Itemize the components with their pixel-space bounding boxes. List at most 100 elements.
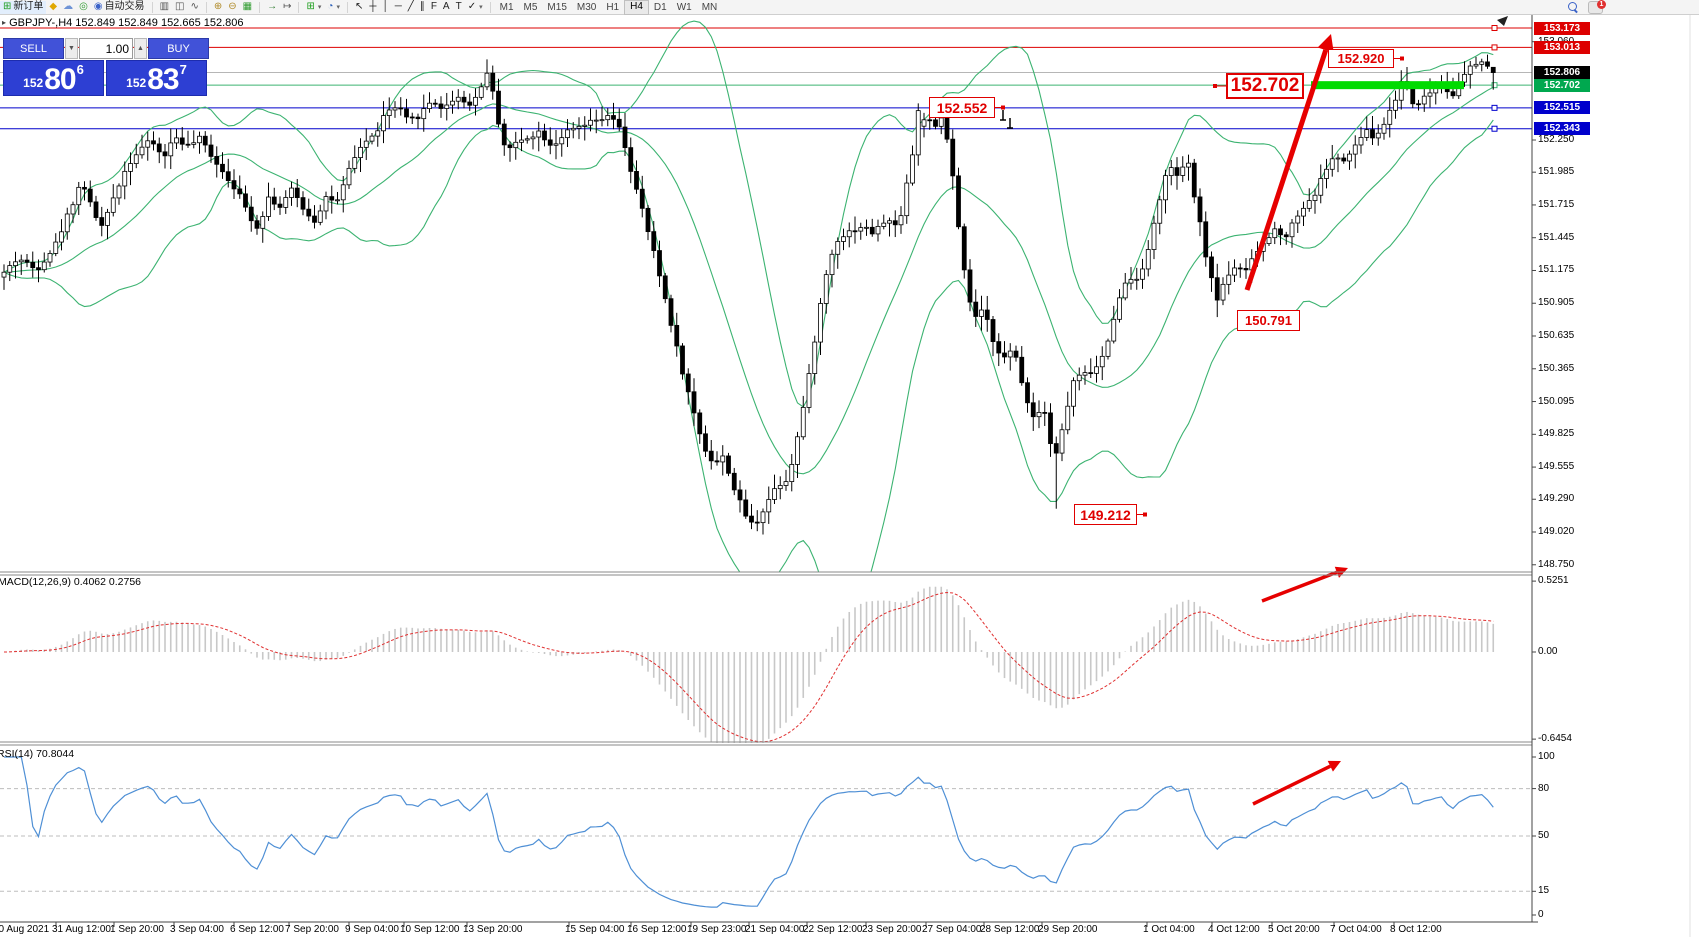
candle-bull: [881, 222, 887, 227]
candle-bull: [593, 119, 599, 122]
candle-bull: [7, 265, 13, 273]
candle-bull: [1059, 429, 1065, 454]
volume-decrease-button[interactable]: ▼: [65, 38, 78, 59]
tab-timeframe-m15[interactable]: M15: [547, 1, 567, 13]
volume-increase-button[interactable]: ▲: [134, 38, 147, 59]
bollinger-lower-line: [3, 119, 1494, 572]
candle-bull: [1301, 207, 1306, 217]
candle-bear: [1048, 412, 1053, 444]
trend-arrow-rsi[interactable]: [1252, 760, 1341, 806]
tab-timeframe-m30[interactable]: M30: [576, 1, 597, 13]
text-button[interactable]: A: [440, 1, 453, 14]
candle-bull: [605, 115, 611, 121]
candle-bear: [156, 143, 162, 153]
candle-bull: [910, 154, 915, 184]
shapes-button[interactable]: ✓ ▾: [465, 1, 486, 14]
arrow-shaft[interactable]: [1261, 570, 1338, 603]
vline-button[interactable]: │: [379, 1, 391, 14]
line-handle[interactable]: [1491, 82, 1498, 89]
line-handle[interactable]: [1491, 104, 1498, 111]
new-order-button[interactable]: ⊞ 新订单: [0, 0, 47, 14]
buy-price-button[interactable]: 152 83 7: [106, 60, 207, 96]
candle-bear: [1341, 157, 1347, 162]
price-annotation[interactable]: 152.702: [1226, 73, 1304, 99]
candle-chart-button[interactable]: ◫: [172, 1, 187, 14]
price-annotation[interactable]: 150.791: [1237, 310, 1300, 331]
cursor-button[interactable]: ↖: [352, 1, 366, 14]
candle-bull: [766, 499, 772, 513]
tab-timeframe-m1[interactable]: M1: [499, 1, 514, 13]
candle-bear: [950, 138, 956, 177]
period-button[interactable]: ◔ ▾: [324, 1, 343, 14]
text-icon: A: [442, 1, 450, 12]
candle-bear: [185, 143, 191, 146]
crosshair-button[interactable]: ┼: [366, 1, 379, 14]
price-annotation[interactable]: 149.212: [1074, 504, 1137, 525]
candle-bear: [622, 126, 628, 149]
price-annotation[interactable]: 152.920: [1328, 49, 1394, 68]
auto-scroll-button[interactable]: →: [264, 1, 280, 14]
trend-arrow-main[interactable]: [1244, 34, 1334, 291]
trendline-button[interactable]: ╱: [405, 1, 417, 14]
candle-bull: [812, 341, 818, 374]
zoom-out-button[interactable]: ⊖: [225, 1, 239, 14]
candle-bull: [421, 108, 427, 120]
indicators-button[interactable]: ⊞ ▾: [303, 1, 324, 14]
candle-bear: [1450, 91, 1456, 97]
candle-bull: [789, 464, 795, 483]
candle-bull: [317, 210, 323, 223]
line-chart-icon: ∿: [190, 1, 199, 12]
macd-signal-line: [3, 591, 1494, 743]
notification-icon[interactable]: 1: [1588, 0, 1606, 14]
candle-bull: [588, 119, 593, 126]
candle-bull: [323, 196, 329, 212]
candle-bull: [70, 204, 76, 215]
candle-bull: [358, 146, 363, 158]
tab-timeframe-h4[interactable]: H4: [624, 0, 649, 15]
tab-timeframe-w1[interactable]: W1: [676, 1, 692, 13]
fibonacci-button[interactable]: F: [428, 1, 440, 14]
arrow-shaft[interactable]: [1244, 49, 1329, 291]
candle-bull: [369, 135, 375, 142]
green-highlight-bar[interactable]: [1311, 81, 1464, 90]
tab-timeframe-h1[interactable]: H1: [606, 1, 620, 13]
channel-button[interactable]: ∥: [417, 1, 428, 14]
candle-bull: [335, 199, 340, 202]
candle-bull: [64, 213, 70, 233]
zoom-in-button[interactable]: ⊕: [211, 1, 225, 14]
price-annotation[interactable]: 152.552: [929, 97, 995, 118]
sell-price-sup: 6: [76, 62, 84, 77]
autotrade-button[interactable]: ◉ 自动交易: [91, 1, 148, 14]
line-handle[interactable]: [1491, 25, 1498, 31]
tab-timeframe-mn[interactable]: MN: [701, 1, 718, 13]
profile-icon[interactable]: ☁: [60, 1, 76, 14]
tab-timeframe-m5[interactable]: M5: [523, 1, 538, 13]
buy-button[interactable]: BUY: [148, 38, 209, 59]
eraser-icon[interactable]: ◆: [46, 1, 60, 14]
line-chart-button[interactable]: ∿: [187, 1, 201, 14]
tab-timeframe-d1[interactable]: D1: [653, 1, 667, 13]
sell-price-button[interactable]: 152 80 6: [3, 60, 104, 96]
notification-count: 1: [1597, 0, 1606, 9]
line-handle[interactable]: [1491, 44, 1498, 51]
candle-bear: [628, 147, 634, 172]
small-arrow-object[interactable]: [1497, 16, 1508, 26]
search-icon[interactable]: [1568, 2, 1578, 13]
tile-windows-button[interactable]: ▦: [240, 1, 255, 14]
hline-button[interactable]: ─: [392, 1, 405, 14]
candle-bear: [1002, 352, 1007, 358]
candle-bear: [1174, 167, 1180, 176]
line-handle[interactable]: [1491, 125, 1498, 132]
arrow-shaft[interactable]: [1252, 764, 1332, 806]
volume-input[interactable]: 1.00: [79, 38, 133, 59]
label-button[interactable]: T: [453, 1, 465, 14]
chart-shift-button[interactable]: ↦: [280, 1, 294, 14]
sell-button[interactable]: SELL: [3, 38, 64, 59]
horizontal-level-lines[interactable]: [0, 25, 1532, 132]
candle-bull: [513, 141, 519, 149]
new-order-button-label: 新订单: [13, 1, 44, 12]
signal-icon[interactable]: ◎: [76, 1, 91, 14]
bar-chart-button[interactable]: ▥: [157, 1, 172, 14]
candle-bull: [59, 231, 64, 243]
